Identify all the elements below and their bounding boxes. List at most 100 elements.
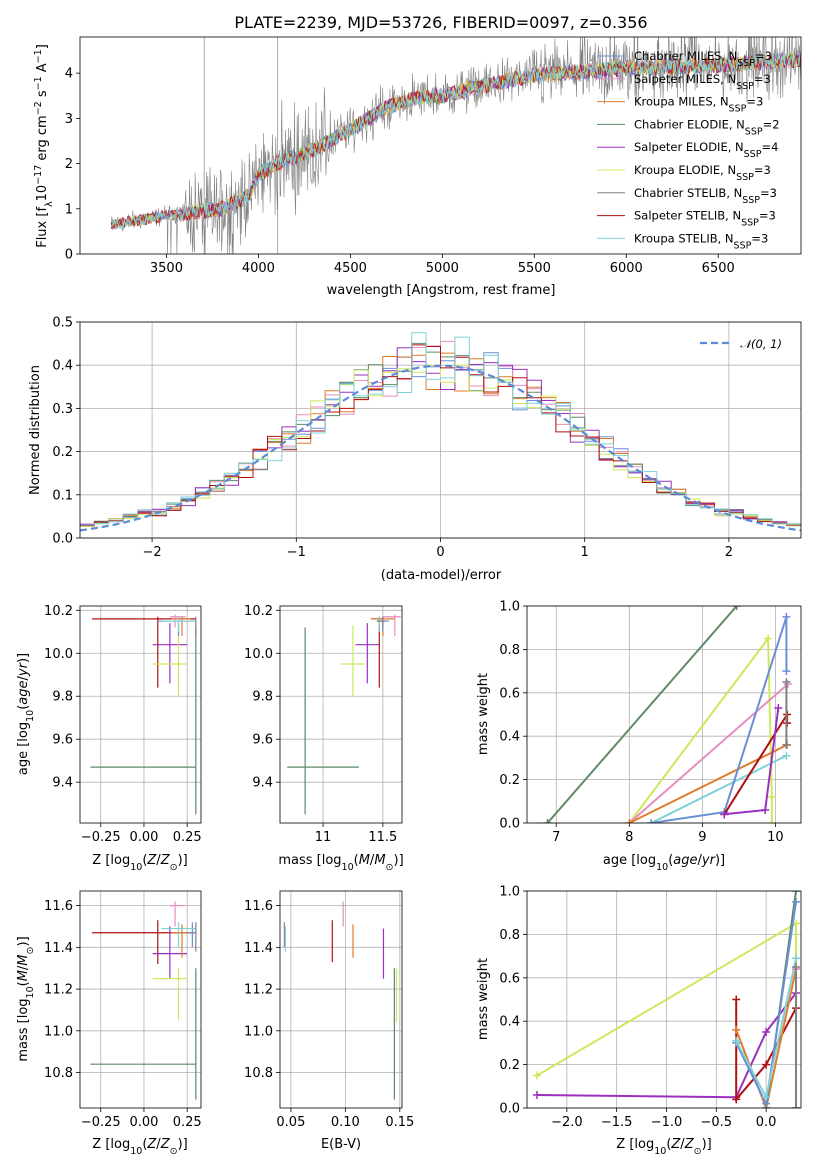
x-axis-label: wavelength [Angstrom, rest frame] [327, 283, 556, 298]
y-tick-label: 3 [65, 112, 73, 127]
y-tick-label: 11.2 [44, 983, 73, 998]
axes-frame [79, 36, 802, 255]
y-tick-label: 11.4 [44, 941, 73, 956]
x-tick-label: 0.0 [756, 1115, 777, 1130]
y-tick-label: 1.0 [499, 885, 520, 900]
y-tick-label: 0.4 [499, 730, 520, 745]
histogram-kroupa_elodie [80, 364, 801, 527]
axes-age_vs_Z: −0.25 0.00 0.25 9.4 9.6 9.8 10.0 10.2 Z [log10(Z… [16, 604, 202, 873]
legend-label: Salpeter MILES, NSSP=3 [634, 72, 771, 92]
y-tick-label: 11.0 [44, 1024, 73, 1039]
legend-label: Chabrier MILES, NSSP=3 [634, 49, 772, 69]
axes-mass_vs_ebv: 0.05 0.10 0.15 10.8 11.0 11.2 11.4 11.6 E(B-V) [244, 890, 414, 1152]
y-tick-label: 10.0 [244, 647, 273, 662]
y-axis-label: mass weight [476, 958, 491, 1040]
weight-marker-salpeter_elodie [720, 810, 729, 819]
weight-marker-chabrier_miles [782, 667, 791, 676]
y-axis-label: Normed distribution [28, 365, 43, 495]
y-tick-label: 0.5 [52, 316, 73, 331]
x-tick-label: 0.25 [173, 830, 202, 845]
x-tick-label: 5500 [518, 261, 551, 276]
y-tick-label: 11.6 [244, 899, 273, 914]
weight-marker-chabrier_elodie [732, 606, 741, 610]
normal-curve [80, 364, 801, 532]
x-tick-label: −1 [287, 545, 306, 560]
weight-marker-salpeter_elodie [774, 703, 783, 712]
y-tick-label: 10.2 [44, 604, 73, 619]
y-tick-label: 2 [65, 157, 73, 172]
x-axis-label: Z [log10(Z/Z⊙)] [92, 1137, 187, 1157]
weight-marker-kroupa_stelib [762, 1093, 771, 1102]
axes-frame [279, 890, 403, 1109]
x-tick-label: −1.0 [651, 1115, 683, 1130]
y-tick-label: 11.4 [244, 941, 273, 956]
y-tick-label: 0 [65, 248, 73, 263]
y-tick-label: 1 [65, 202, 73, 217]
x-axis-label: Z [log10(Z/Z⊙)] [616, 1137, 711, 1157]
weight-line-chabrier_elodie [546, 606, 738, 823]
y-tick-label: 4 [65, 67, 73, 82]
x-tick-label: 11 [315, 830, 332, 845]
x-axis-label: E(B-V) [321, 1137, 361, 1152]
y-tick-label: 0.1 [52, 488, 73, 503]
x-tick-label: 0.00 [129, 830, 158, 845]
weight-marker-kroupa_stelib [792, 954, 801, 963]
x-tick-label: 8 [625, 830, 633, 845]
y-axis-label: mass [log10(M/M⊙)] [16, 936, 36, 1061]
y-tick-label: 0.4 [52, 359, 73, 374]
x-tick-label: 6000 [610, 261, 643, 276]
x-tick-label: 1 [581, 545, 589, 560]
y-tick-label: 11.6 [44, 899, 73, 914]
x-tick-label: 0.25 [173, 1115, 202, 1130]
x-tick-label: −1.5 [601, 1115, 633, 1130]
plot-area-weight_vs_age [543, 606, 792, 823]
y-tick-label: 9.4 [52, 776, 73, 791]
axes-weight_vs_Z: −2.0 −1.5 −1.0 −0.5 0.0 0.0 0.2 0.4 0.6 0.8 1.0 Z [… [476, 885, 802, 1157]
weight-line-kroupa_miles [735, 968, 797, 1108]
y-tick-label: 0.2 [499, 773, 520, 788]
legend-label: Kroupa STELIB, NSSP=3 [634, 231, 768, 251]
x-tick-label: 0.00 [129, 1115, 158, 1130]
x-tick-label: 10 [767, 830, 784, 845]
weight-marker-chabrier_elodie [792, 891, 801, 895]
y-tick-label: 0.6 [499, 686, 520, 701]
weight-line-salpeter_elodie [536, 992, 797, 1099]
plot-area-spectrum [110, 37, 801, 254]
axes-frame [79, 605, 202, 824]
weight-marker-kroupa_stelib [732, 1036, 741, 1045]
legend-label: Chabrier ELODIE, NSSP=2 [634, 117, 780, 137]
plot-area-age_vs_mass [287, 614, 401, 815]
plot-area-residuals [80, 332, 801, 532]
legend-label: Kroupa ELODIE, NSSP=3 [634, 163, 771, 183]
axes-residuals: −2 −1 0 1 2 0.0 0.1 0.2 0.3 0.4 0.5 (data-model)/er… [28, 316, 802, 583]
legend-label: Salpeter STELIB, NSSP=3 [634, 209, 776, 229]
plot-area-mass_vs_ebv [283, 901, 398, 1100]
weight-marker-kroupa_elodie [767, 792, 776, 801]
x-tick-label: 3500 [150, 261, 183, 276]
weight-marker-chabrier_stelib [782, 677, 791, 686]
x-tick-label: 4000 [242, 261, 275, 276]
y-tick-label: 0.8 [499, 928, 520, 943]
y-tick-label: 0.2 [52, 445, 73, 460]
legend-label-normal: 𝒩(0, 1) [740, 337, 782, 351]
weight-marker-chabrier_stelib [792, 962, 801, 971]
y-tick-label: 10.0 [44, 647, 73, 662]
x-tick-label: −2 [143, 545, 162, 560]
y-axis-label: mass weight [476, 673, 491, 755]
weight-line-kroupa_elodie [628, 635, 773, 823]
legend: Chabrier MILES, NSSP=3 Salpeter MILES, NS… [597, 49, 780, 251]
weight-marker-chabrier_stelib [792, 1104, 801, 1108]
y-tick-label: 9.8 [52, 690, 73, 705]
x-tick-label: 0.10 [331, 1115, 360, 1130]
weight-marker-salpeter_elodie [762, 1028, 771, 1037]
weight-marker-salpeter_elodie [532, 1090, 541, 1099]
y-tick-label: 11.2 [244, 983, 273, 998]
x-axis-label: (data-model)/error [381, 568, 502, 583]
x-tick-label: 2 [725, 545, 733, 560]
axes-frame [279, 605, 403, 824]
x-axis-label: Z [log10(Z/Z⊙)] [92, 853, 187, 873]
y-tick-label: 0.0 [499, 1102, 520, 1117]
y-tick-label: 0.4 [499, 1015, 520, 1030]
model-spectrum-kroupa_stelib [110, 52, 801, 230]
y-tick-label: 0.0 [52, 532, 73, 547]
